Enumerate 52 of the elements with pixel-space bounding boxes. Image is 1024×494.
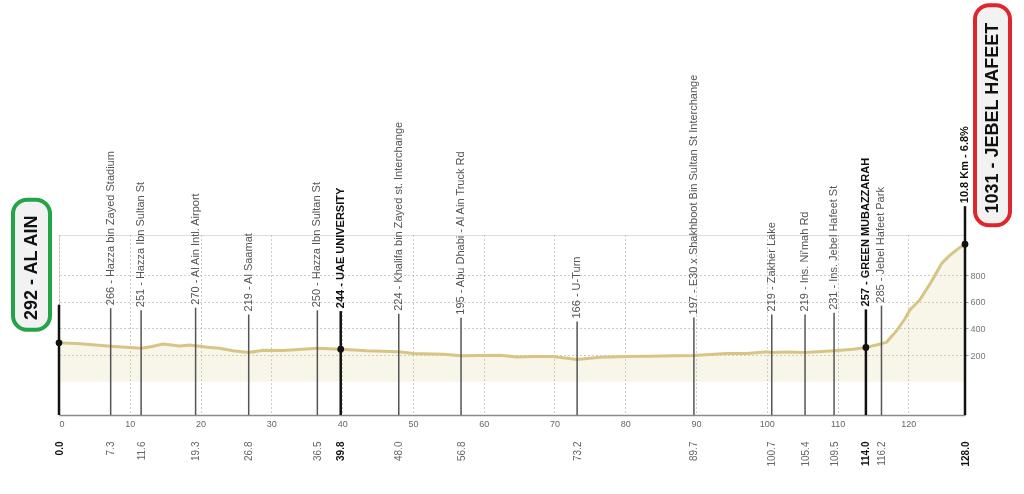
ref-line-label: 251 - Hazza Ibn Sultan St	[134, 181, 147, 308]
x-tick-label: 110	[830, 418, 846, 429]
ref-line-label: 219 - Zakher Lake	[764, 222, 777, 312]
x2-tick-label: 7.3	[105, 441, 117, 456]
x2-tick-label: 73.2	[571, 441, 583, 461]
x2-tick-label: 36.5	[311, 441, 323, 461]
x2-tick-label: 128.0	[959, 441, 971, 467]
annotation: 1031 - JEBEL HAFEET	[981, 22, 1002, 214]
x2-tick-label: 56.8	[455, 441, 467, 461]
x-tick-label: 60	[479, 418, 490, 429]
ref-line-label: 231 - Ins. Jebel Hafeet St	[827, 185, 840, 310]
ref-line-label: 266 - Hazza bin Zayed Stadium	[103, 151, 116, 306]
x2-tick-label: 19.3	[190, 441, 202, 461]
x-tick-label: 100	[759, 418, 775, 429]
ref-line-label: 285 - Jebel Hafeet Park	[874, 186, 887, 303]
x-tick-label: 10	[125, 418, 136, 429]
ref-line-label: 224 - Khalifa bin Zayed st. Interchange	[391, 121, 404, 311]
x2-tick-label: 105.4	[799, 441, 811, 467]
x-tick-label: 90	[691, 418, 702, 429]
x2-tick-label: 39.8	[335, 441, 347, 461]
x-tick-label: 40	[337, 418, 348, 429]
x2-tick-label: 116.2	[875, 441, 887, 466]
x2-tick-label: 100.7	[766, 441, 778, 467]
x2-tick-label: 114.0	[860, 441, 872, 466]
ref-line-label: 195 - Abu Dhabi - Al Ain Truck Rd	[454, 151, 467, 315]
ref-line-label: 270 - Al Ain Intl. Airport	[188, 193, 201, 305]
y-tick-label: 800	[970, 270, 986, 281]
y-tick-label: 400	[970, 323, 986, 334]
ref-line-label: 197 - E30 x Shakhboot Bin Sultan St Interchange	[686, 74, 699, 315]
x-tick-label: 0	[59, 418, 65, 429]
x2-tick-label: 109.5	[828, 441, 840, 467]
x-tick-label: 80	[620, 418, 631, 429]
x-tick-label: 30	[266, 418, 277, 429]
ref-line-label: 244 - UAE UNIVERSITY	[333, 187, 346, 309]
x2-tick-label: 48.0	[393, 441, 405, 461]
x-tick-label: 120	[901, 418, 917, 429]
x2-tick-label: 0.0	[53, 441, 65, 456]
x2-tick-label: 89.7	[688, 441, 700, 461]
ref-line-label: 219 - Al Saamat	[241, 233, 254, 312]
y-tick-label: 600	[970, 297, 986, 308]
y-tick-label: 200	[970, 350, 986, 361]
ref-line-label: 219 - Ins. Ni'mah Rd	[798, 211, 811, 312]
x-tick-label: 20	[196, 418, 207, 429]
annotation: 292 - AL AIN	[20, 215, 41, 320]
x2-tick-label: 26.8	[243, 441, 255, 461]
ref-line-label: 10.8 Km - 6.8%	[958, 125, 970, 204]
x-tick-label: 70	[549, 418, 560, 429]
x2-tick-label: 11.6	[135, 441, 147, 461]
ref-line-label: 257 - GREEN MUBAZZARAH	[858, 157, 871, 307]
ref-line-label: 166 - U-Turn	[570, 256, 583, 319]
x-tick-label: 50	[408, 418, 419, 429]
ref-line-label: 250 - Hazza Ibn Sultan St	[310, 181, 323, 308]
